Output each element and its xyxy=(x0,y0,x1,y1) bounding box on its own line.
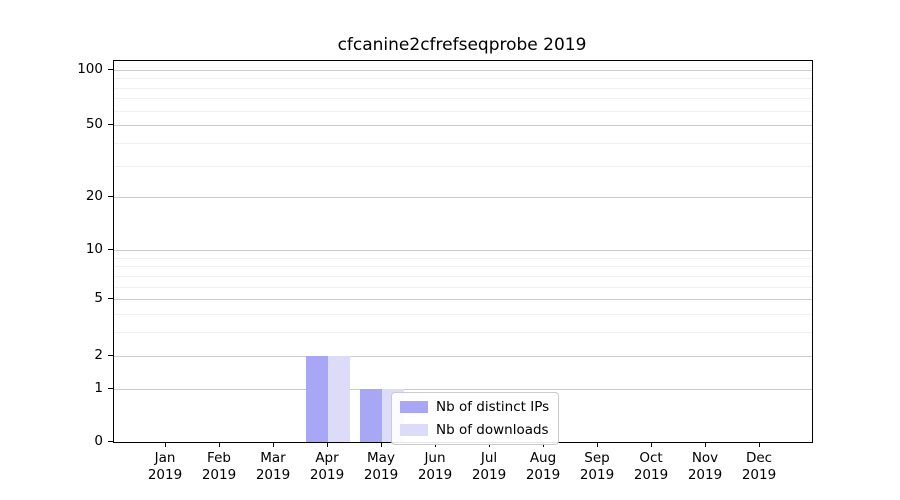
xtick-mark-nov xyxy=(705,442,706,447)
gridline-minor-30 xyxy=(114,165,812,167)
ytick-label-10: 10 xyxy=(85,240,103,257)
xtick-mark-sep xyxy=(597,442,598,447)
xtick-mark-may xyxy=(381,442,382,447)
gridline-minor-6 xyxy=(114,286,812,288)
gridline-minor-8 xyxy=(114,266,812,268)
ytick-mark-50 xyxy=(108,124,113,126)
xtick-mark-apr xyxy=(327,442,328,447)
ytick-label-0: 0 xyxy=(94,433,103,449)
chart-title: cfcanine2cfrefseqprobe 2019 xyxy=(337,35,587,55)
gridline-minor-70 xyxy=(114,98,812,100)
gridline-major-20 xyxy=(114,197,812,199)
plot-area xyxy=(113,60,813,443)
xtick-mark-feb xyxy=(219,442,220,447)
ytick-label-20: 20 xyxy=(85,188,103,205)
ytick-mark-1 xyxy=(108,387,113,389)
ytick-label-5: 5 xyxy=(94,290,103,307)
bar-nb-of-distinct-ips-may xyxy=(360,388,382,442)
xtick-label-dec: Dec 2019 xyxy=(741,450,777,483)
xtick-label-feb: Feb 2019 xyxy=(201,450,237,483)
xtick-mark-jan xyxy=(165,442,166,447)
xtick-label-may: May 2019 xyxy=(363,450,399,483)
ytick-mark-10 xyxy=(108,248,113,250)
gridline-minor-4 xyxy=(114,314,812,316)
xtick-label-nov: Nov 2019 xyxy=(687,450,723,483)
gridline-major-50 xyxy=(114,125,812,127)
xtick-mark-mar xyxy=(273,442,274,447)
ytick-label-100: 100 xyxy=(77,60,103,77)
gridline-major-10 xyxy=(114,249,812,251)
bar-nb-of-downloads-apr xyxy=(328,355,350,442)
legend-swatch-distinct-ips xyxy=(400,401,428,413)
xtick-mark-oct xyxy=(651,442,652,447)
ytick-label-50: 50 xyxy=(85,116,103,133)
ytick-mark-0 xyxy=(108,441,113,442)
gridline-minor-40 xyxy=(114,142,812,144)
legend-row-distinct-ips: Nb of distinct IPs xyxy=(400,399,549,415)
ytick-label-1: 1 xyxy=(94,379,103,396)
ytick-mark-20 xyxy=(108,196,113,198)
legend-swatch-downloads xyxy=(400,424,428,436)
xtick-mark-dec xyxy=(759,442,760,447)
legend: Nb of distinct IPs Nb of downloads xyxy=(391,392,560,445)
gridline-minor-90 xyxy=(114,78,812,80)
ytick-mark-2 xyxy=(108,354,113,356)
gridline-minor-60 xyxy=(114,110,812,112)
ytick-mark-5 xyxy=(108,298,113,300)
xtick-label-oct: Oct 2019 xyxy=(633,450,669,483)
gridline-minor-80 xyxy=(114,87,812,89)
bar-nb-of-distinct-ips-apr xyxy=(306,355,328,442)
gridline-minor-3 xyxy=(114,332,812,334)
legend-label-downloads: Nb of downloads xyxy=(436,422,549,438)
xtick-label-apr: Apr 2019 xyxy=(309,450,345,483)
gridline-minor-7 xyxy=(114,275,812,277)
ytick-mark-100 xyxy=(108,68,113,70)
xtick-label-jul: Jul 2019 xyxy=(471,450,507,483)
xtick-label-mar: Mar 2019 xyxy=(255,450,291,483)
xtick-label-jun: Jun 2019 xyxy=(417,450,453,483)
gridline-major-5 xyxy=(114,299,812,301)
legend-row-downloads: Nb of downloads xyxy=(400,422,549,438)
gridline-major-2 xyxy=(114,355,812,357)
gridline-minor-9 xyxy=(114,257,812,259)
xtick-label-jan: Jan 2019 xyxy=(147,450,183,483)
gridline-major-1 xyxy=(114,388,812,390)
legend-label-distinct-ips: Nb of distinct IPs xyxy=(436,399,550,415)
gridline-major-100 xyxy=(114,69,812,71)
xtick-label-sep: Sep 2019 xyxy=(579,450,615,483)
xtick-label-aug: Aug 2019 xyxy=(525,450,561,483)
ytick-label-2: 2 xyxy=(94,346,103,363)
